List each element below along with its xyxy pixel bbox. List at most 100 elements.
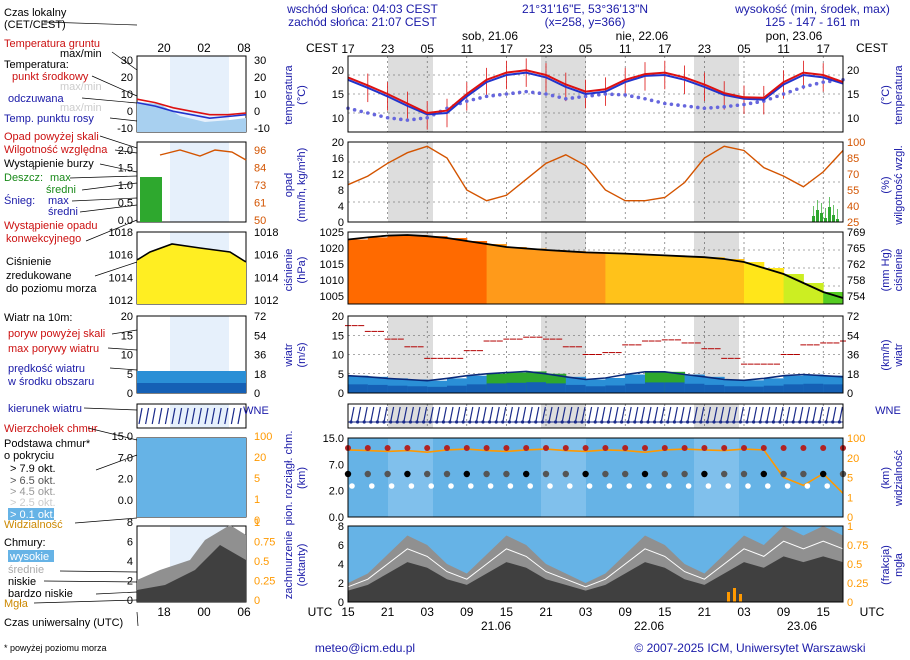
wind-speed-inner	[684, 383, 705, 393]
utc-date: 21.06	[481, 619, 511, 633]
side-windkmh-tick: 54	[254, 330, 266, 342]
dew-point-dot	[524, 89, 528, 94]
cloud-night-2	[694, 438, 739, 517]
dew-point-dot	[755, 100, 759, 105]
wind-speed-inner	[744, 386, 765, 393]
cloud-top-dot	[444, 445, 450, 451]
mmhg-tick: 762	[847, 259, 865, 271]
side-windkmh-tick: 72	[254, 311, 266, 323]
cest-tick: 17	[817, 42, 831, 56]
wind-arrow	[660, 406, 665, 423]
windkmh-tick: 36	[847, 350, 859, 362]
sun-info: wschód słońca: 04:03 CEST zachód słońca:…	[270, 3, 455, 29]
cloud-base-low-dot	[369, 483, 375, 489]
utc-tick: 21	[539, 605, 553, 619]
dew-label: Temp. punktu rosy	[4, 113, 94, 125]
wind-arrow	[475, 406, 480, 423]
visibility-line	[347, 448, 844, 494]
wind-speed-inner	[486, 383, 507, 393]
pressure-area	[546, 250, 567, 304]
dew-point-dot	[610, 92, 614, 97]
wind-arrow	[403, 406, 408, 423]
wind-arrow	[792, 406, 797, 423]
utc-tick: 09	[777, 605, 791, 619]
legend-leader-17	[83, 407, 138, 411]
pressure-area	[466, 241, 488, 304]
fog-axis-label-r: (frakcja)	[880, 545, 892, 585]
cloud-top-dot	[543, 445, 549, 451]
wind-arrow	[462, 406, 467, 423]
wind-arrow	[350, 406, 355, 423]
humidity-label: Wilgotność względna	[4, 144, 108, 156]
wind-speed-inner	[387, 385, 408, 393]
okt65-label: > 6.5 okt.	[10, 475, 56, 487]
wind-arrow	[779, 406, 784, 423]
cloud-base-label: Podstawa chmur*	[4, 438, 91, 450]
pressure-area	[645, 254, 666, 304]
side-cov-tick: 8	[127, 517, 133, 529]
sunset-text: zachód słońca: 21:07 CEST	[288, 15, 437, 29]
dew-point-dot	[689, 104, 693, 109]
vlow-clouds-label: bardzo niskie	[8, 588, 73, 600]
side-wind-arrow	[145, 407, 150, 425]
wind-arrow	[601, 406, 606, 423]
pres-tick: 1005	[320, 291, 344, 303]
low-clouds-label: niskie	[8, 576, 36, 588]
side-humidity-line	[159, 149, 247, 161]
sunrise-text: wschód słońca: 04:03 CEST	[287, 2, 438, 16]
side-cov-tick: 0	[127, 595, 133, 607]
dew-point-dot	[511, 91, 515, 96]
utc-tick: 15	[658, 605, 672, 619]
side-temp-tick: 30	[121, 55, 133, 67]
dew-point-dot	[795, 87, 799, 92]
legend-leader-18	[87, 427, 138, 441]
dew-point-dot	[781, 92, 786, 96]
side-border-precip	[136, 141, 247, 223]
vis-tick: 5	[847, 473, 853, 485]
fog-bar	[733, 588, 736, 602]
utc-label-r: UTC	[860, 605, 885, 619]
cest-label: CEST	[306, 41, 339, 55]
fog-bar	[739, 594, 742, 602]
wind-speed-inner	[367, 384, 389, 393]
wind-arrow	[607, 406, 612, 423]
dew-point-dot	[379, 114, 383, 118]
high-clouds-label: wysokie	[9, 551, 49, 563]
dew-point-dot	[517, 90, 522, 95]
side-pres-tick-r: 1012	[254, 295, 278, 307]
dew-point-dot	[412, 117, 416, 122]
wind-speed-line	[347, 370, 844, 382]
day-label: nie, 22.06	[616, 29, 669, 43]
wind-arrow	[390, 406, 395, 423]
cloud-base-low-dot	[804, 483, 811, 489]
cloud-tick: 0.0	[329, 512, 344, 524]
side-cest-tick: 20	[157, 41, 171, 55]
wind-arrow	[805, 406, 810, 423]
side-vis-tick: 5	[254, 473, 260, 485]
fog-tick: 1	[847, 521, 853, 533]
wind-axis-label-unit: (m/s)	[296, 342, 308, 367]
dew-point-dot	[570, 96, 575, 100]
cloud-base-dot	[641, 470, 649, 478]
cloud-top-dot	[721, 445, 728, 451]
wind-speed-inner	[585, 386, 606, 393]
dew-point-dot	[616, 92, 621, 97]
mid-clouds-label: średnie	[8, 564, 44, 576]
dew-point-dot	[656, 100, 660, 104]
rain-max-label: max	[50, 172, 71, 184]
legend-leader-0	[43, 21, 138, 26]
dew-point-dot	[465, 99, 469, 103]
side-temp-tick-r: 0	[254, 106, 260, 118]
cloud-base-low-dot	[428, 483, 435, 489]
pressure-area	[486, 244, 507, 304]
dew-point-dot	[663, 101, 667, 106]
rain-mean-label: średni	[46, 184, 76, 196]
cest-tick: 23	[539, 42, 553, 56]
wind-tick: 15	[332, 330, 344, 342]
cov-tick: 2	[338, 578, 344, 590]
precip-occ-label: Wystąpienie opadu	[4, 220, 97, 232]
dew-point-dot	[603, 92, 608, 96]
wind-arrow	[456, 406, 461, 423]
side-temp-tick: 20	[121, 72, 133, 84]
visibility-label: Widzialność	[4, 519, 63, 531]
